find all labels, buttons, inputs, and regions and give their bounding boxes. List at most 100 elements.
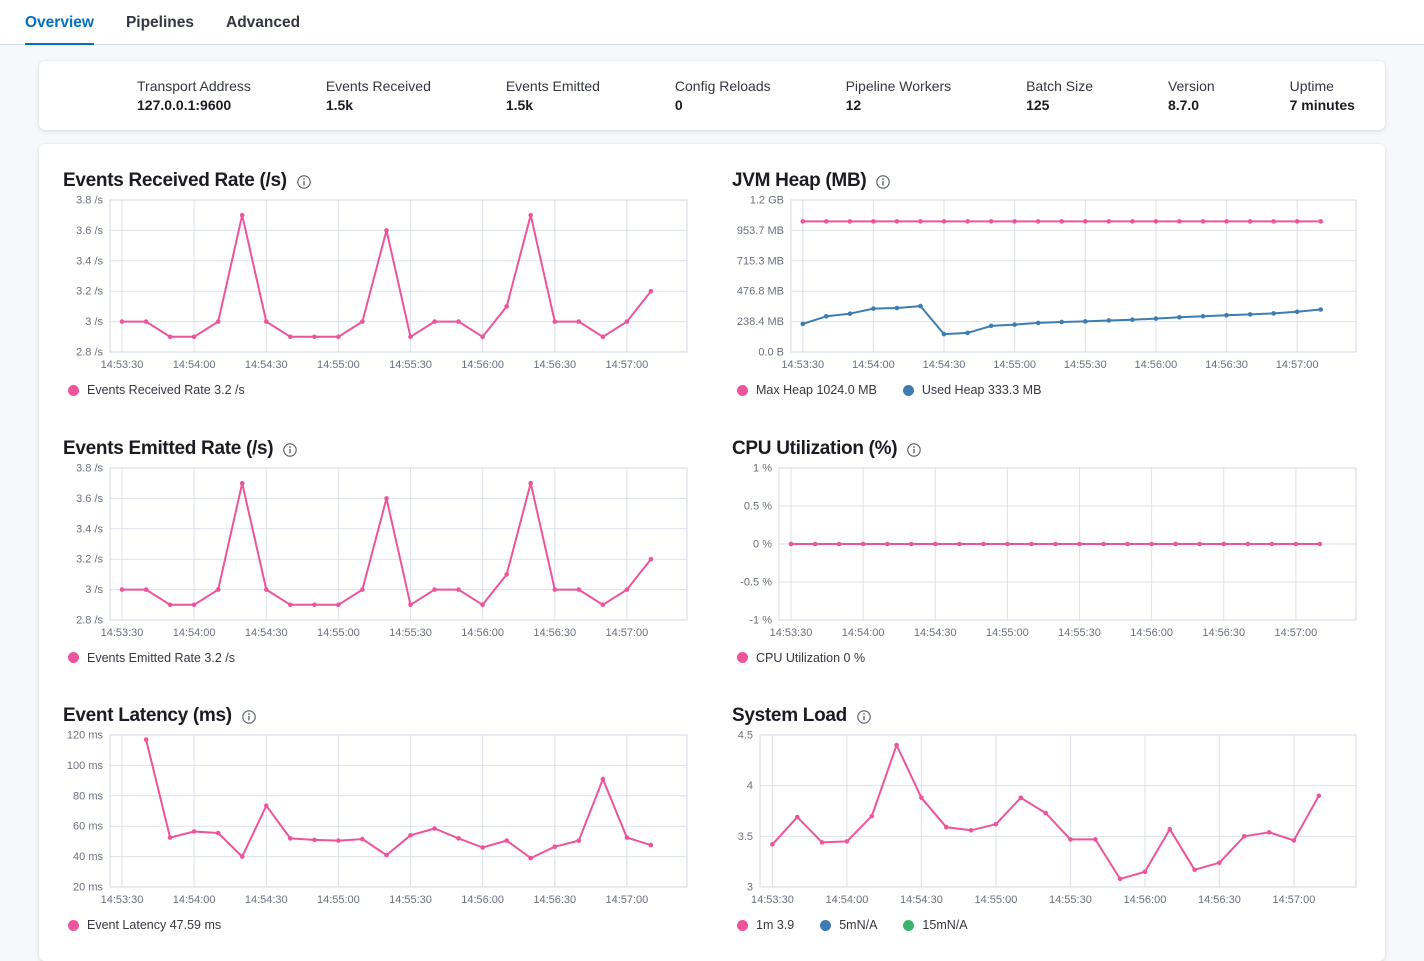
legend-item[interactable]: 1m 3.9 [737,918,794,932]
tab-label: Advanced [226,13,301,31]
svg-text:14:57:00: 14:57:00 [1274,627,1317,639]
stat-batch-size: Batch Size 125 [1026,78,1093,114]
legend-item[interactable]: Events Received Rate 3.2 /s [68,383,245,397]
stat-label: Events Emitted [505,77,600,94]
legend-item[interactable]: Event Latency 47.59 ms [68,918,221,932]
svg-text:4.5: 4.5 [738,730,753,742]
svg-text:238.4 MB: 238.4 MB [737,316,784,328]
svg-text:14:53:30: 14:53:30 [770,627,813,639]
chart-card-events-emitted-rate: Events Emitted Rate (/s) 2.8 /s 3 /s 3.2 /… [63,436,692,674]
svg-text:953.7 MB: 953.7 MB [737,225,784,237]
info-icon[interactable] [242,710,256,725]
svg-text:14:54:00: 14:54:00 [173,359,216,371]
chart-title: Event Latency (ms) [63,705,232,727]
svg-text:1.2 GB: 1.2 GB [750,195,784,207]
svg-text:14:56:30: 14:56:30 [533,359,576,371]
stat-label: Config Reloads [674,77,771,94]
svg-text:3.6 /s: 3.6 /s [76,225,103,237]
svg-text:14:56:30: 14:56:30 [1198,894,1241,906]
stat-value: 12 [845,97,862,114]
svg-text:3.6 /s: 3.6 /s [76,493,103,505]
svg-text:3.2 /s: 3.2 /s [76,286,103,298]
svg-text:3.8 /s: 3.8 /s [76,462,103,474]
svg-text:14:56:00: 14:56:00 [461,894,504,906]
svg-text:14:55:00: 14:55:00 [993,359,1036,371]
svg-text:120 ms: 120 ms [67,730,104,742]
svg-text:4: 4 [747,780,753,792]
legend-item[interactable]: Events Emitted Rate 3.2 /s [68,651,235,665]
chart-card-events-received-rate: Events Received Rate (/s) 2.8 /s 3 /s 3.2 … [63,168,692,406]
legend-dot-icon [737,652,748,664]
svg-text:14:53:30: 14:53:30 [781,359,824,371]
chart-legend: CPU Utilization 0 % [732,651,1361,665]
svg-text:14:57:00: 14:57:00 [1273,894,1316,906]
chart-card-system-load: System Load 3 3.5 4 4.5 14:53:30 14:54:00 14:5… [732,703,1361,941]
charts-panel: Events Received Rate (/s) 2.8 /s 3 /s 3.2 … [39,144,1385,961]
line-chart-plot[interactable]: 2.8 /s 3 /s 3.2 /s 3.4 /s 3.6 /s 3.8 /s 14:53:… [63,194,691,378]
info-icon[interactable] [857,710,871,725]
info-circle-icon [297,175,311,189]
svg-text:14:54:30: 14:54:30 [245,894,288,906]
svg-text:3.4 /s: 3.4 /s [76,523,103,535]
legend-dot-icon [68,652,79,664]
line-chart-plot[interactable]: -1 % -0.5 % 0 % 0.5 % 1 % 14:53:30 14:54:00 14:… [732,462,1360,646]
chart-header: Events Emitted Rate (/s) [63,436,692,462]
legend-label: Used Heap 333.3 MB [921,383,1042,397]
legend-item[interactable]: CPU Utilization 0 % [737,651,865,665]
legend-label: Events Emitted Rate 3.2 /s [87,650,235,665]
chart-header: CPU Utilization (%) [732,436,1361,462]
svg-text:14:53:30: 14:53:30 [101,627,144,639]
stat-events-received: Events Received 1.5k [326,78,431,114]
chart-title: Events Received Rate (/s) [63,170,287,191]
chart-title: CPU Utilization (%) [732,437,898,459]
svg-text:14:56:00: 14:56:00 [461,359,504,371]
svg-text:14:57:00: 14:57:00 [1276,359,1319,371]
svg-text:2.8 /s: 2.8 /s [76,347,103,359]
legend-label: Max Heap 1024.0 MB [756,383,877,397]
legend-dot-icon [737,919,748,931]
svg-text:14:57:00: 14:57:00 [605,894,648,906]
stat-label: Transport Address [137,77,251,94]
tab-bar: Overview Pipelines Advanced [0,0,1424,45]
line-chart-plot[interactable]: 20 ms 40 ms 60 ms 80 ms 100 ms 120 ms 14:53:30… [63,729,691,913]
chart-header: JVM Heap (MB) [732,168,1361,194]
tab-overview[interactable]: Overview [25,0,94,45]
svg-text:3: 3 [747,882,753,894]
svg-text:14:53:30: 14:53:30 [751,894,794,906]
svg-text:14:55:30: 14:55:30 [1058,627,1101,639]
line-chart-plot[interactable]: 3 3.5 4 4.5 14:53:30 14:54:00 14:54:30 14:55:00… [732,729,1360,913]
svg-text:100 ms: 100 ms [67,760,104,772]
info-icon[interactable] [907,442,922,457]
tab-pipelines[interactable]: Pipelines [126,0,194,45]
svg-text:14:56:30: 14:56:30 [533,894,576,906]
tab-label: Overview [25,13,94,31]
svg-text:3 /s: 3 /s [85,316,103,328]
line-chart-plot[interactable]: 2.8 /s 3 /s 3.2 /s 3.4 /s 3.6 /s 3.8 /s 14:53:… [63,462,691,646]
stat-pipeline-workers: Pipeline Workers 12 [846,78,952,114]
line-chart-plot[interactable]: 0.0 B 238.4 MB 476.8 MB 715.3 MB 953.7 MB 1.2… [732,194,1360,378]
svg-text:14:57:00: 14:57:00 [605,627,648,639]
legend-item[interactable]: 5mN/A [820,918,877,932]
stat-value: 1.5k [505,97,534,114]
legend-item[interactable]: 15mN/A [903,918,968,932]
info-icon[interactable] [283,442,298,457]
stat-label: Uptime [1289,77,1334,94]
info-icon[interactable] [297,175,311,189]
svg-text:14:54:30: 14:54:30 [245,627,288,639]
stat-label: Batch Size [1026,77,1094,94]
svg-text:2.8 /s: 2.8 /s [76,614,103,626]
svg-text:0.0 B: 0.0 B [758,347,784,359]
tab-advanced[interactable]: Advanced [226,0,300,45]
stat-value: 1.5k [325,97,354,114]
svg-text:20 ms: 20 ms [73,882,103,894]
svg-text:3.8 /s: 3.8 /s [76,195,103,207]
svg-text:14:54:30: 14:54:30 [914,627,957,639]
svg-text:14:56:00: 14:56:00 [1130,627,1173,639]
legend-item[interactable]: Used Heap 333.3 MB [902,383,1042,397]
chart-header: System Load [732,703,1361,729]
svg-text:14:54:00: 14:54:00 [173,627,216,639]
legend-item[interactable]: Max Heap 1024.0 MB [737,383,877,397]
info-icon[interactable] [876,175,891,189]
svg-text:476.8 MB: 476.8 MB [737,286,784,298]
svg-text:3.5: 3.5 [738,831,753,843]
